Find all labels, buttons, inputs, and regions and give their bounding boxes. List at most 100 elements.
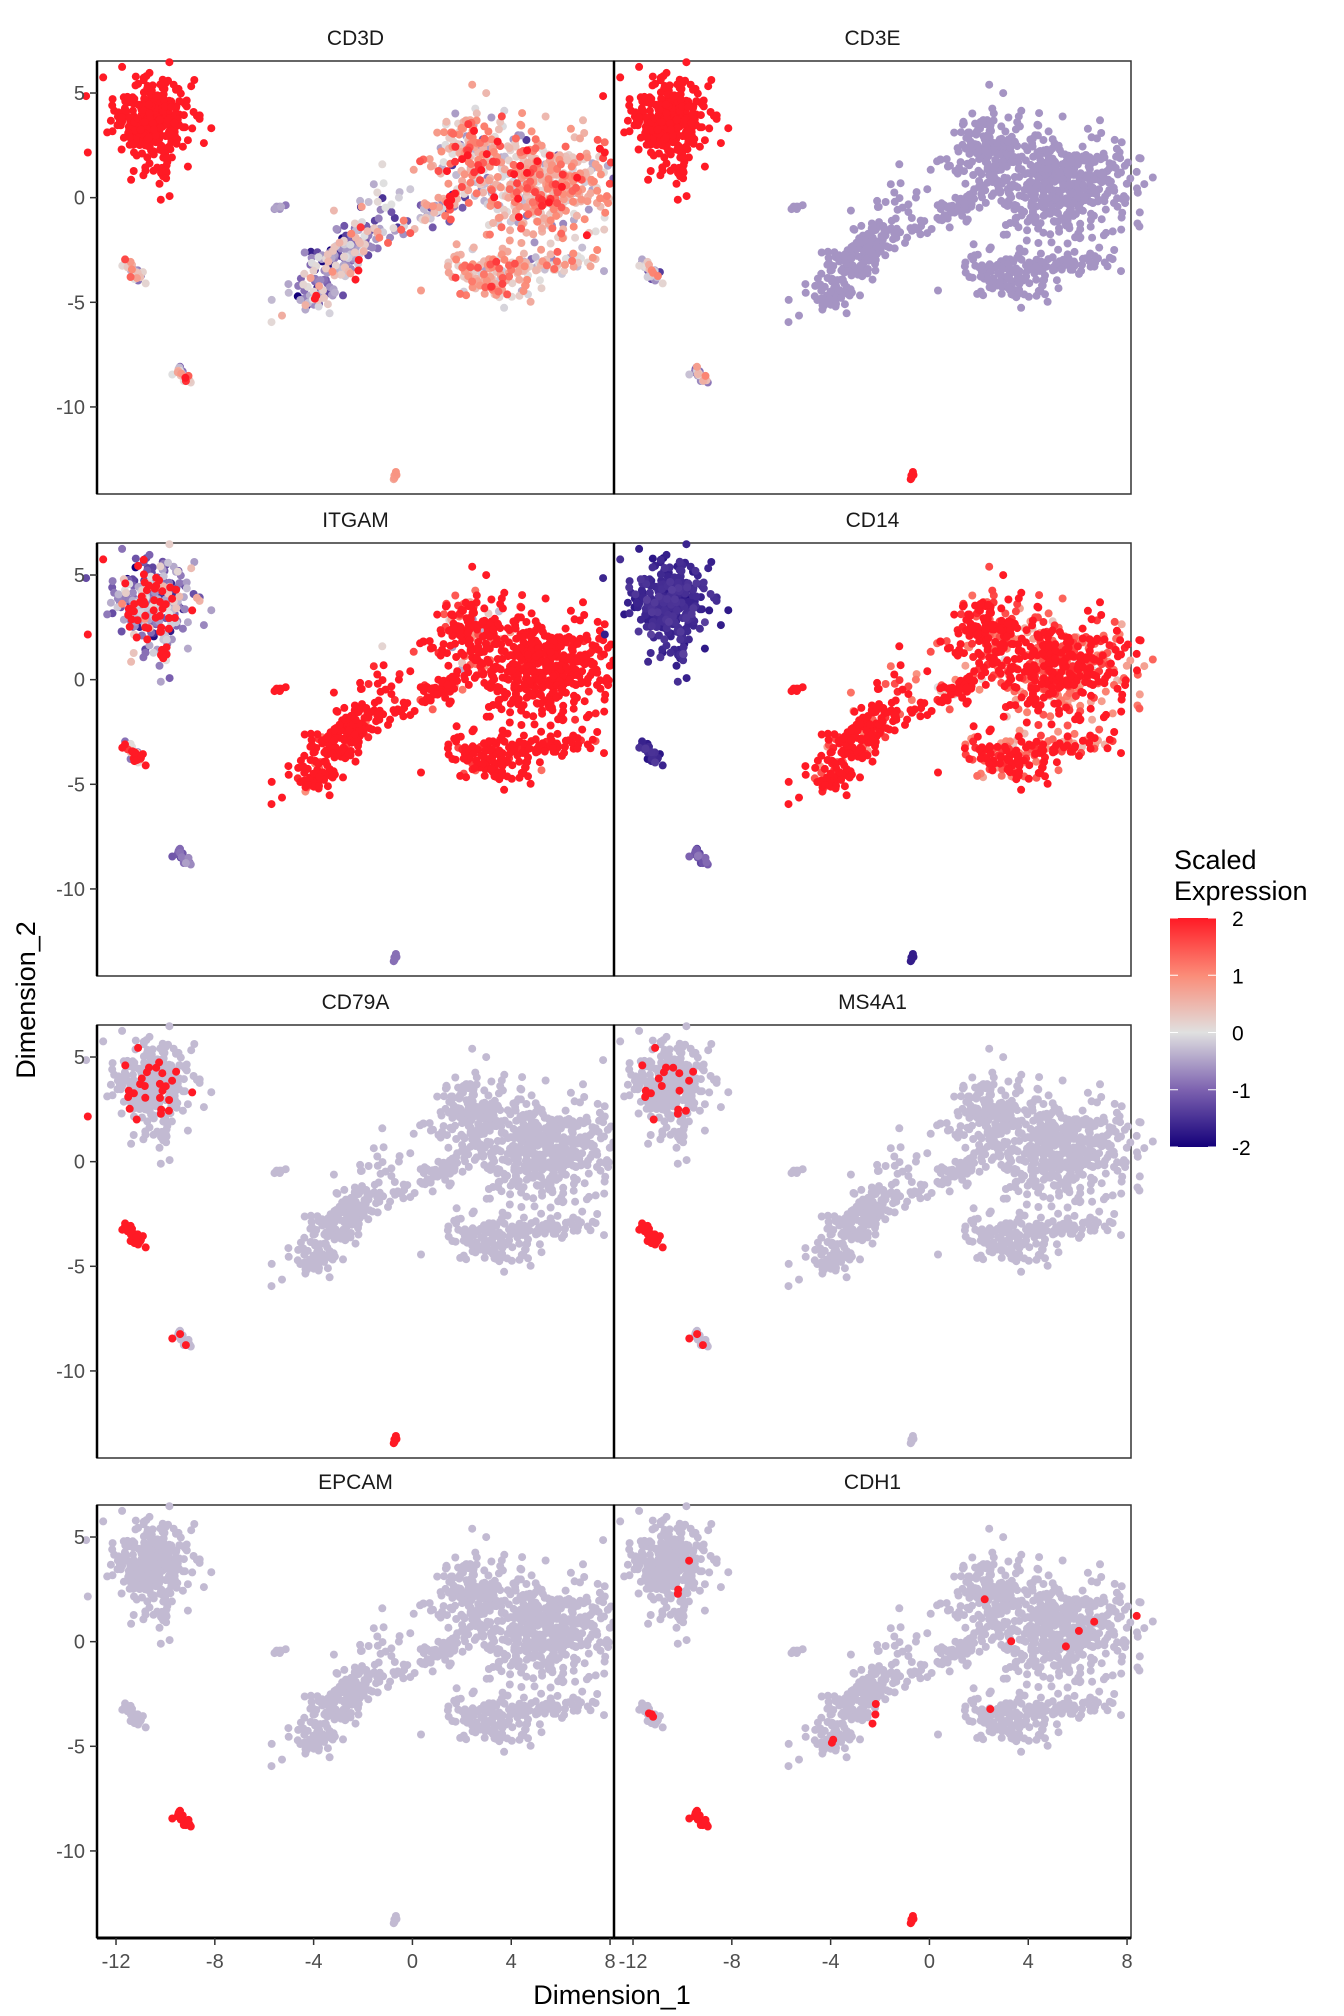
cell-point <box>452 240 461 249</box>
cell-point <box>908 226 916 235</box>
cell-point <box>356 223 365 232</box>
cell-point <box>117 627 126 636</box>
cell-point <box>961 661 970 670</box>
cell-point <box>546 698 555 707</box>
cell-point <box>537 727 546 736</box>
cell-point <box>541 594 550 603</box>
cell-point <box>426 685 435 694</box>
cell-point <box>991 161 1000 170</box>
cell-point <box>1094 254 1102 263</box>
cell-point <box>673 195 682 204</box>
cell-point <box>1015 191 1024 200</box>
cell-point <box>682 58 691 67</box>
cell-point <box>675 557 684 566</box>
cell-point <box>495 664 503 673</box>
cell-point <box>647 608 656 617</box>
cell-point <box>403 699 412 708</box>
cell-point <box>419 684 428 693</box>
cell-point <box>508 279 517 288</box>
cell-point <box>394 193 403 202</box>
cell-point <box>172 604 181 613</box>
cell-point <box>650 598 659 607</box>
cell-point <box>1108 709 1117 718</box>
cell-point <box>170 613 179 622</box>
cell-point <box>284 762 293 771</box>
cell-point <box>959 117 968 126</box>
cell-point <box>651 100 660 109</box>
cell-point <box>573 744 582 753</box>
cell-point <box>495 746 504 755</box>
cell-point <box>468 727 477 736</box>
cell-point <box>572 211 581 220</box>
cell-point <box>601 690 610 699</box>
cell-point <box>1069 257 1078 266</box>
cell-point <box>165 58 174 67</box>
cell-point <box>700 162 709 171</box>
cell-point <box>999 89 1008 98</box>
cell-point <box>676 95 685 104</box>
cell-point <box>487 113 496 122</box>
cell-point <box>1136 154 1145 163</box>
cell-point <box>485 230 494 239</box>
cell-point <box>600 148 609 157</box>
cell-point <box>693 370 702 379</box>
cell-point <box>498 279 507 288</box>
cell-point <box>978 193 986 202</box>
cell-point <box>1029 166 1037 175</box>
cell-point <box>300 730 309 739</box>
cell-point <box>644 657 653 666</box>
cell-point <box>314 253 323 262</box>
cell-point <box>1017 303 1026 312</box>
cell-point <box>126 273 135 281</box>
cell-point <box>1110 135 1119 144</box>
cell-point <box>546 721 555 730</box>
cell-point <box>1088 198 1097 207</box>
cell-point <box>103 610 112 619</box>
cell-point <box>181 373 190 382</box>
cell-point <box>563 156 572 165</box>
cell-point <box>1020 142 1029 151</box>
cell-point <box>646 649 655 657</box>
cell-point <box>1097 215 1106 224</box>
cell-point <box>699 578 708 587</box>
cell-point <box>1054 209 1062 218</box>
cell-point <box>83 630 92 639</box>
cell-point <box>1022 236 1031 245</box>
cell-point <box>716 139 725 148</box>
cell-point <box>357 202 366 211</box>
cell-point <box>1113 194 1122 203</box>
cell-point <box>141 163 150 172</box>
cell-point <box>972 130 981 139</box>
cell-point <box>1032 291 1041 300</box>
cell-point <box>131 72 140 81</box>
cell-point <box>625 583 634 592</box>
cell-point <box>677 566 686 575</box>
cell-point <box>468 608 477 617</box>
cell-point <box>524 210 533 219</box>
cell-point <box>1075 234 1084 243</box>
cell-point <box>340 252 348 261</box>
cell-point <box>364 713 373 722</box>
cell-point <box>585 710 593 719</box>
cell-point <box>826 287 835 296</box>
cell-point <box>508 666 517 675</box>
cell-point <box>484 703 493 711</box>
cell-point <box>589 177 598 186</box>
cell-point <box>666 578 675 586</box>
cell-point <box>503 689 512 698</box>
cell-point <box>1063 166 1072 175</box>
cell-point <box>1055 168 1064 177</box>
cell-point <box>500 785 509 794</box>
cell-point <box>636 615 645 624</box>
cell-point <box>666 166 675 175</box>
y-tick-label: 0 <box>74 188 85 210</box>
cell-point <box>550 265 559 273</box>
cell-point <box>1055 224 1063 233</box>
cell-point <box>1101 687 1110 696</box>
cell-point <box>441 602 450 611</box>
cell-point <box>526 779 535 788</box>
cell-point <box>199 621 208 630</box>
cell-point <box>118 544 127 553</box>
cell-point <box>163 116 172 125</box>
